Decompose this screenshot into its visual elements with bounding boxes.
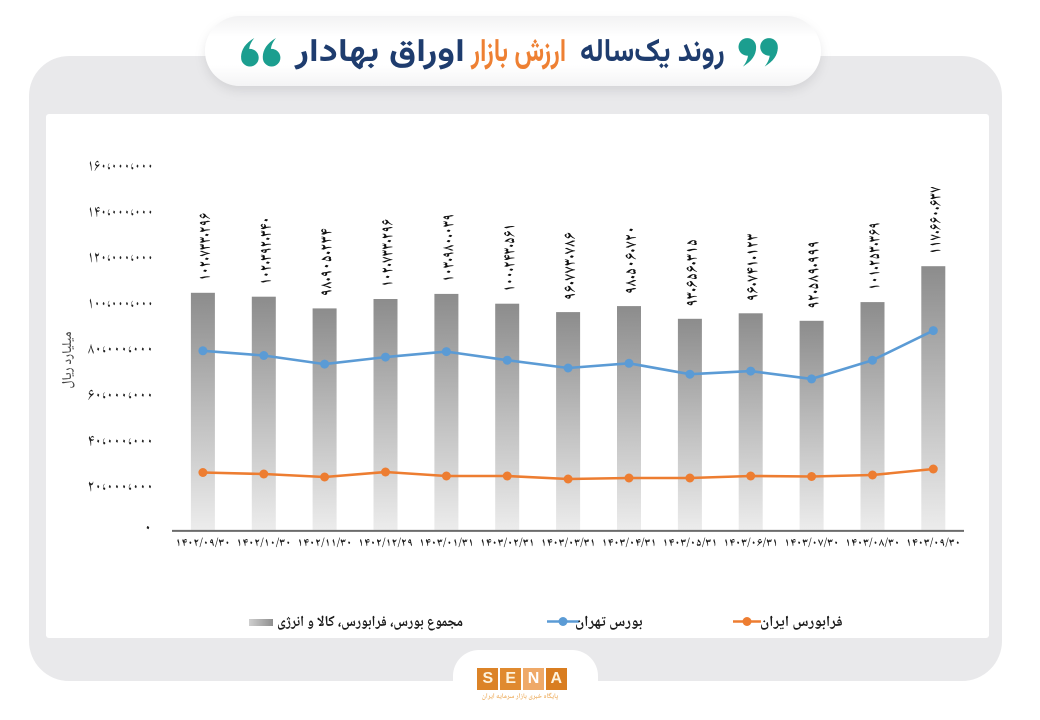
svg-text:۱۴۰۲/۱۱/۳۰: ۱۴۰۲/۱۱/۳۰ <box>297 533 352 552</box>
svg-text:۹۳.۶۵۶.۳۱۵: ۹۳.۶۵۶.۳۱۵ <box>678 239 705 307</box>
svg-text:۱۴۰۳/۰۷/۳۰: ۱۴۰۳/۰۷/۳۰ <box>784 533 839 552</box>
svg-text:۱۴۰،۰۰۰،۰۰۰: ۱۴۰،۰۰۰،۰۰۰ <box>88 199 154 226</box>
svg-text:۱۰۲.۷۳۳.۲۹۶: ۱۰۲.۷۳۳.۲۹۶ <box>191 213 218 281</box>
svg-text:میلیارد ریال: میلیارد ریال <box>57 332 80 389</box>
svg-text:۱۴۰۲/۱۲/۲۹: ۱۴۰۲/۱۲/۲۹ <box>358 533 413 552</box>
svg-text:۹۶.۷۷۳.۷۸۶: ۹۶.۷۷۳.۷۸۶ <box>557 232 584 300</box>
svg-text:۱۰۰.۲۴۳.۵۶۱: ۱۰۰.۲۴۳.۵۶۱ <box>496 224 523 292</box>
svg-text:۱۴۰۳/۰۶/۳۱: ۱۴۰۳/۰۶/۳۱ <box>723 533 778 552</box>
svg-text:۱۴۰۲/۱۰/۳۰: ۱۴۰۲/۱۰/۳۰ <box>236 533 291 552</box>
svg-text:۱۴۰۳/۰۸/۳۰: ۱۴۰۳/۰۸/۳۰ <box>845 533 900 552</box>
svg-text:۹۸.۹۰۵.۲۳۴: ۹۸.۹۰۵.۲۳۴ <box>313 228 340 296</box>
svg-text:۱۰۳.۹۸۰.۰۳۹: ۱۰۳.۹۸۰.۰۳۹ <box>435 214 462 282</box>
svg-text:۱۰۰،۰۰۰،۰۰۰: ۱۰۰،۰۰۰،۰۰۰ <box>88 290 154 317</box>
svg-text:۸۰،۰۰۰،۰۰۰: ۸۰،۰۰۰،۰۰۰ <box>88 336 154 363</box>
svg-text:۱۴۰۳/۰۵/۳۱: ۱۴۰۳/۰۵/۳۱ <box>662 533 717 552</box>
svg-text:۱۰۱.۲۵۳.۳۶۹: ۱۰۱.۲۵۳.۳۶۹ <box>861 222 888 290</box>
svg-text:۱۴۰۳/۰۹/۳۰: ۱۴۰۳/۰۹/۳۰ <box>906 533 961 552</box>
svg-text:۱۴۰۳/۰۴/۳۱: ۱۴۰۳/۰۴/۳۱ <box>602 533 657 552</box>
svg-text:۱۴۰۳/۰۳/۳۱: ۱۴۰۳/۰۳/۳۱ <box>541 533 596 552</box>
svg-text:۹۸.۵۰۶.۷۲۰: ۹۸.۵۰۶.۷۲۰ <box>618 226 645 294</box>
svg-text:۹۶.۷۴۱.۱۲۳: ۹۶.۷۴۱.۱۲۳ <box>739 233 766 301</box>
svg-text:۱۴۰۳/۰۲/۳۱: ۱۴۰۳/۰۲/۳۱ <box>480 533 535 552</box>
svg-text:۱۶۰،۰۰۰،۰۰۰: ۱۶۰،۰۰۰،۰۰۰ <box>88 153 154 180</box>
svg-text:۱۰۲.۷۳۳.۲۹۶: ۱۰۲.۷۳۳.۲۹۶ <box>374 219 401 287</box>
svg-text:۱۰۲.۳۹۲.۳۴۰: ۱۰۲.۳۹۲.۳۴۰ <box>252 217 279 285</box>
svg-text:۱۱۷.۶۶۰.۶۳۷: ۱۱۷.۶۶۰.۶۳۷ <box>922 186 949 254</box>
svg-text:۱۴۰۲/۰۹/۳۰: ۱۴۰۲/۰۹/۳۰ <box>175 533 230 552</box>
svg-text:۴۰،۰۰۰،۰۰۰: ۴۰،۰۰۰،۰۰۰ <box>88 428 154 455</box>
svg-text:۱۲۰،۰۰۰،۰۰۰: ۱۲۰،۰۰۰،۰۰۰ <box>88 244 154 271</box>
svg-text:۲۰،۰۰۰،۰۰۰: ۲۰،۰۰۰،۰۰۰ <box>88 473 154 500</box>
svg-text:۶۰،۰۰۰،۰۰۰: ۶۰،۰۰۰،۰۰۰ <box>88 382 154 409</box>
svg-text:۰: ۰ <box>143 514 152 541</box>
svg-text:۹۲.۵۸۹.۹۹۹: ۹۲.۵۸۹.۹۹۹ <box>800 241 827 309</box>
svg-text:۱۴۰۳/۰۱/۳۱: ۱۴۰۳/۰۱/۳۱ <box>419 533 474 552</box>
